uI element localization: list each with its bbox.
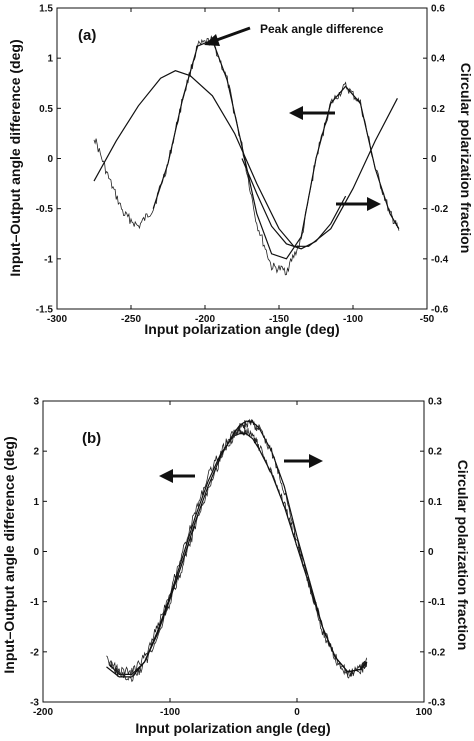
x-tick-label: -200 bbox=[33, 707, 53, 718]
x-tick-label: -150 bbox=[269, 314, 289, 325]
y-tick-label: -1 bbox=[30, 597, 39, 608]
y2-tick-label: -0.4 bbox=[431, 254, 449, 265]
series-line-2 bbox=[106, 418, 368, 683]
x-tick-label: 100 bbox=[416, 707, 433, 718]
series-line-3 bbox=[241, 158, 347, 250]
x-tick-label: 0 bbox=[294, 707, 300, 718]
series-a bbox=[93, 35, 400, 276]
y2-tick-label: 0 bbox=[431, 154, 437, 165]
ticks-b: -200 -100 0 100 -3 -2 -1 0 1 2 3 -0.3 -0.2 -0.1 0 0.1 0.… bbox=[30, 397, 446, 719]
panel-b: -200 -100 0 100 -3 -2 -1 0 1 2 3 -0.3 -0.2 -0.1 0 0.1 0.… bbox=[1, 397, 471, 737]
y2-tick-label: 0.2 bbox=[428, 447, 442, 458]
left-axis-arrowhead-a bbox=[289, 106, 303, 120]
x-tick-label: -200 bbox=[195, 314, 215, 325]
y-tick-label: 1.5 bbox=[39, 4, 53, 15]
series-line-0 bbox=[93, 35, 400, 276]
y-tick-label: 1 bbox=[33, 497, 39, 508]
y2-tick-label: 0.2 bbox=[431, 104, 445, 115]
y-tick-label: -1.5 bbox=[36, 305, 54, 316]
y-tick-label: 1 bbox=[47, 54, 53, 65]
peak-pointer-arrow bbox=[213, 26, 251, 43]
x-tick-label: -100 bbox=[343, 314, 363, 325]
left-axis-arrowhead-b bbox=[159, 469, 173, 483]
y-tick-label: -1 bbox=[44, 254, 53, 265]
y2-tick-label: -0.1 bbox=[428, 597, 446, 608]
ylabel-a: Input–Output angle difference (deg) bbox=[7, 39, 23, 276]
y-tick-label: 3 bbox=[33, 397, 39, 408]
panel-label-b: (b) bbox=[82, 430, 101, 447]
x-tick-label: -100 bbox=[160, 707, 180, 718]
y2label-a: Circular polarization fraction bbox=[458, 63, 474, 254]
series-b bbox=[106, 418, 368, 683]
y-tick-label: -0.5 bbox=[36, 204, 54, 215]
series-line-1 bbox=[152, 39, 400, 260]
y2-tick-label: -0.2 bbox=[431, 204, 449, 215]
y2-tick-label: -0.2 bbox=[428, 647, 446, 658]
series-line-2 bbox=[93, 70, 398, 247]
x-tick-label: -300 bbox=[47, 314, 67, 325]
y2label-b: Circular polarization fraction bbox=[455, 460, 471, 651]
y2-tick-label: 0.1 bbox=[428, 497, 442, 508]
series-line-0 bbox=[108, 425, 368, 677]
y-tick-label: -3 bbox=[30, 698, 39, 709]
series-line-3 bbox=[106, 420, 368, 678]
panel-label-a: (a) bbox=[78, 27, 96, 44]
y-tick-label: 0 bbox=[33, 547, 39, 558]
y2-tick-label: 0.6 bbox=[431, 4, 445, 15]
y2-tick-label: -0.6 bbox=[431, 305, 449, 316]
y-tick-label: 0 bbox=[47, 154, 53, 165]
y-tick-label: 2 bbox=[33, 447, 39, 458]
y2-tick-label: -0.3 bbox=[428, 698, 446, 709]
x-tick-label: -50 bbox=[420, 314, 435, 325]
ylabel-b: Input–Output angle difference (deg) bbox=[1, 436, 17, 673]
right-axis-arrowhead-b bbox=[309, 454, 323, 468]
y2-tick-label: 0 bbox=[428, 547, 434, 558]
x-tick-label: -250 bbox=[121, 314, 141, 325]
xlabel-b: Input polarization angle (deg) bbox=[135, 720, 330, 736]
annotation-peak-angle: Peak angle difference bbox=[260, 22, 384, 36]
panel-a: -300 -250 -200 -150 -100 -50 -1.5 -1 -0.5 0 0.5 1 1.… bbox=[7, 4, 474, 338]
y-tick-label: -2 bbox=[30, 647, 39, 658]
y-tick-label: 0.5 bbox=[39, 104, 53, 115]
right-axis-arrowhead-a bbox=[367, 197, 381, 211]
y2-tick-label: 0.3 bbox=[428, 397, 442, 408]
ticks-a: -300 -250 -200 -150 -100 -50 -1.5 -1 -0.5 0 0.5 1 1.… bbox=[36, 4, 449, 326]
y2-tick-label: 0.4 bbox=[431, 54, 445, 65]
peak-pointer-arrowhead bbox=[204, 34, 220, 46]
xlabel-a: Input polarization angle (deg) bbox=[144, 321, 339, 337]
